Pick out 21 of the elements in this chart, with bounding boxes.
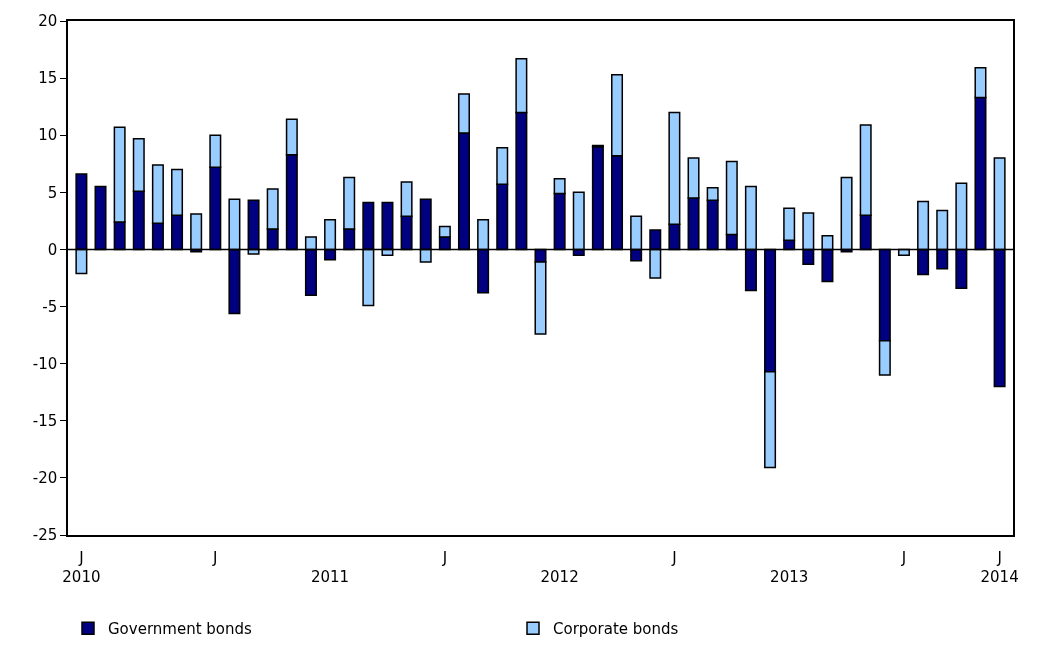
y-tick-label: -5 <box>42 297 58 316</box>
x-tick-label: 2011 <box>310 568 350 587</box>
y-tick-label: -20 <box>32 469 58 488</box>
x-tick-label: 2013 <box>770 568 809 587</box>
y-tick-label: 5 <box>47 183 58 202</box>
x-tick-label: J 2010 <box>62 548 101 587</box>
y-tick-label: 20 <box>38 12 58 31</box>
y-tick-label: 15 <box>38 69 58 88</box>
x-tick-label: 2012 <box>540 568 579 587</box>
x-tick-label: J <box>900 548 907 567</box>
x-tick-label: J <box>671 548 677 567</box>
x-tick-label: J <box>441 548 448 567</box>
y-tick-label: -15 <box>32 412 58 431</box>
legend-label: Corporate bonds <box>553 620 679 639</box>
y-tick-label: -10 <box>32 354 58 373</box>
y-tick-label: -25 <box>32 526 58 545</box>
legend-label: Government bonds <box>108 620 253 639</box>
y-tick-label: 10 <box>38 126 58 145</box>
y-tick-label: 0 <box>47 240 58 259</box>
x-tick-label: J 2014 <box>980 548 1019 587</box>
x-tick-label: J <box>212 548 218 567</box>
